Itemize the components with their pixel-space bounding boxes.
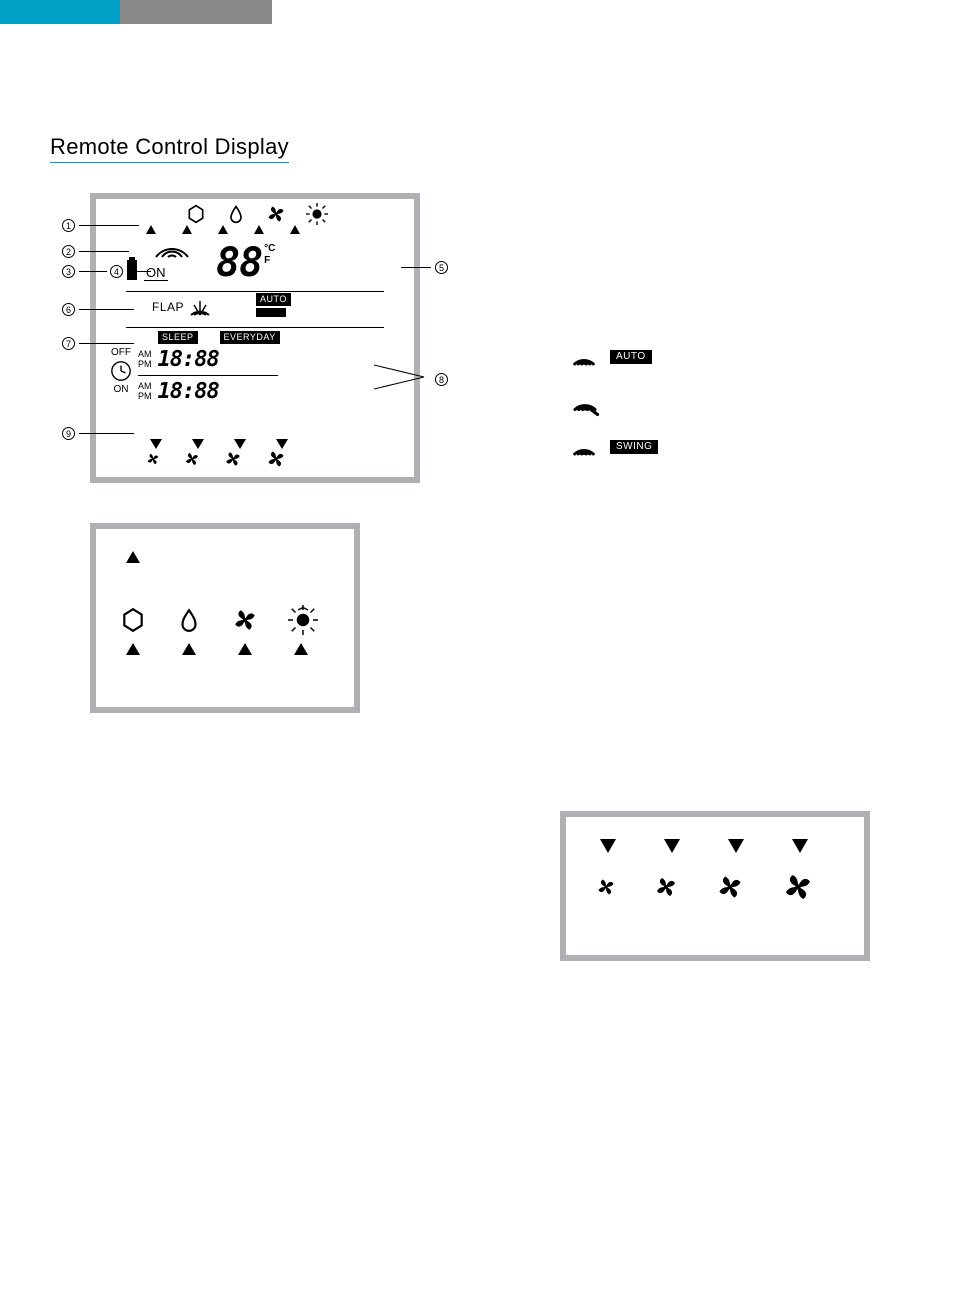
flap-auto-badge: AUTO bbox=[610, 350, 652, 364]
off-pm-label: PM bbox=[138, 360, 152, 370]
callout-1: 1 bbox=[62, 219, 75, 232]
mode-pointer-cool bbox=[182, 225, 192, 234]
callout-4: 4 bbox=[110, 265, 123, 278]
timer-off-label: OFF bbox=[111, 347, 131, 358]
callout-8: 8 bbox=[435, 373, 448, 386]
flap-swing-badge: SWING bbox=[610, 440, 658, 454]
flap-swing-icon-2 bbox=[570, 433, 598, 461]
flap-auto-icon bbox=[570, 343, 598, 371]
fan-pointer-1 bbox=[150, 439, 162, 449]
callout-9: 9 bbox=[62, 427, 75, 440]
flap-manual-icon bbox=[570, 387, 600, 417]
fan-speed-panel-icon-1 bbox=[596, 877, 616, 897]
mode-pointer-cool-2 bbox=[126, 643, 140, 655]
everyday-badge: EVERYDAY bbox=[220, 331, 280, 344]
fan-speed-pointer-2 bbox=[664, 839, 680, 853]
sleep-badge: SLEEP bbox=[158, 331, 198, 344]
cool-icon-2 bbox=[120, 607, 146, 633]
top-bar bbox=[0, 0, 954, 24]
fan-speed-3-icon bbox=[224, 450, 242, 468]
heat-icon bbox=[306, 203, 328, 225]
mode-pointer-dry-2 bbox=[182, 643, 196, 655]
fan-icon-2 bbox=[232, 607, 258, 633]
mode-pointer-fan-2 bbox=[238, 643, 252, 655]
callout-2: 2 bbox=[62, 245, 75, 258]
swing-block bbox=[256, 308, 286, 317]
callout-5: 5 bbox=[435, 261, 448, 274]
callout-3: 3 bbox=[62, 265, 75, 278]
top-bar-grey bbox=[120, 0, 272, 24]
fan-speed-pointer-3 bbox=[728, 839, 744, 853]
flap-swing-icon bbox=[188, 295, 212, 319]
section-title: Remote Control Display bbox=[50, 134, 289, 163]
fan-speed-panel-icon-3 bbox=[716, 873, 744, 901]
battery-icon bbox=[126, 257, 138, 281]
auto-badge: AUTO bbox=[256, 293, 291, 306]
fan-speed-panel-icon-4 bbox=[782, 871, 814, 903]
clock-icon bbox=[110, 360, 132, 382]
fan-speed-panel-icon-2 bbox=[654, 875, 678, 899]
timer-on-label: ON bbox=[114, 384, 129, 395]
timer-on-digits: 18:88 bbox=[158, 379, 219, 404]
dry-icon bbox=[226, 204, 246, 224]
top-bar-cyan bbox=[0, 0, 120, 24]
mode-pointer-auto bbox=[146, 225, 156, 234]
lcd-main-panel: 1 2 3 4 5 6 7 8 9 bbox=[90, 193, 420, 483]
fan-speed-4-icon bbox=[266, 449, 286, 469]
modes-panel bbox=[90, 523, 360, 713]
on-indicator: ON bbox=[144, 265, 168, 281]
callout-6: 6 bbox=[62, 303, 75, 316]
mode-pointer-heat bbox=[290, 225, 300, 234]
fan-speed-1-icon bbox=[146, 452, 160, 466]
mode-pointer-dry bbox=[218, 225, 228, 234]
mode-pointer-fan bbox=[254, 225, 264, 234]
deg-f-label: F bbox=[264, 255, 275, 267]
callout-7: 7 bbox=[62, 337, 75, 350]
fan-pointer-2 bbox=[192, 439, 204, 449]
mode-pointer-heat-2 bbox=[294, 643, 308, 655]
fan-speed-pointer-1 bbox=[600, 839, 616, 853]
fan-speed-panel bbox=[560, 811, 870, 961]
fan-icon bbox=[266, 204, 286, 224]
cool-icon bbox=[186, 204, 206, 224]
temp-digits: 88 bbox=[216, 243, 262, 283]
fan-speed-2-icon bbox=[184, 451, 200, 467]
timer-off-digits: 18:88 bbox=[158, 347, 219, 372]
mode-selector-single bbox=[126, 551, 140, 563]
fan-speed-pointer-4 bbox=[792, 839, 808, 853]
dry-icon-2 bbox=[176, 607, 202, 633]
fan-pointer-4 bbox=[276, 439, 288, 449]
on-pm-label: PM bbox=[138, 392, 152, 402]
deg-c-label: °C bbox=[264, 243, 275, 255]
fan-pointer-3 bbox=[234, 439, 246, 449]
heat-icon-2 bbox=[288, 605, 318, 635]
flap-label: FLAP bbox=[152, 300, 184, 314]
